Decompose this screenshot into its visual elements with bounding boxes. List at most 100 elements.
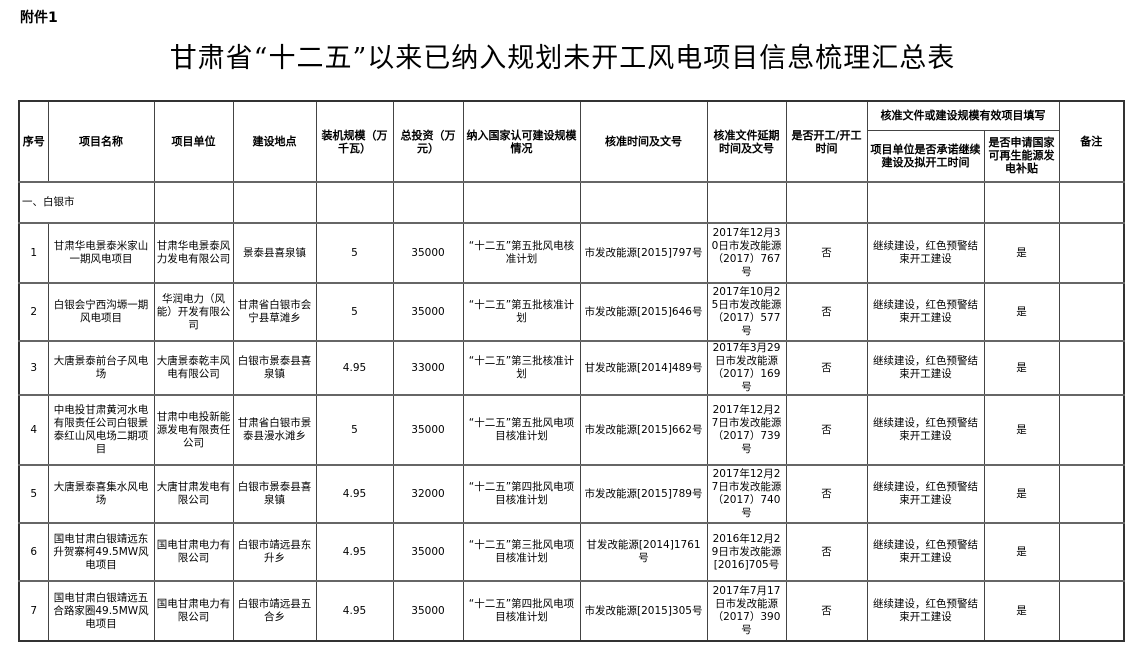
cell-extension: 2017年12月27日市发改能源（2017）739号 <box>706 394 787 466</box>
cell-scale: “十二五”第五批核准计划 <box>462 282 581 342</box>
cell-unit: 甘肃华电景泰风力发电有限公司 <box>153 222 234 284</box>
cell-remark <box>1058 464 1125 524</box>
cell-name: 大唐景泰前台子风电场 <box>47 340 155 396</box>
header-location: 建设地点 <box>232 100 317 183</box>
cell-seq: 7 <box>18 580 49 642</box>
cell-capacity: 5 <box>315 282 394 342</box>
cell-location: 白银市景泰县喜泉镇 <box>232 464 317 524</box>
section-label: 一、白银市 <box>18 181 155 224</box>
cell-capacity: 4.95 <box>315 580 394 642</box>
cell-scale: “十二五”第三批风电项目核准计划 <box>462 522 581 582</box>
cell-location: 白银市靖远县五合乡 <box>232 580 317 642</box>
cell-subsidy: 是 <box>983 394 1060 466</box>
cell-approval: 市发改能源[2015]797号 <box>579 222 708 284</box>
cell-extension: 2017年10月25日市发改能源（2017）577号 <box>706 282 787 342</box>
header-unit: 项目单位 <box>153 100 234 183</box>
cell-unit: 甘肃中电投新能源发电有限责任公司 <box>153 394 234 466</box>
cell-approval: 市发改能源[2015]789号 <box>579 464 708 524</box>
cell-investment: 35000 <box>392 394 464 466</box>
cell-location: 景泰县喜泉镇 <box>232 222 317 284</box>
cell-commit: 继续建设，红色预警结束开工建设 <box>866 580 985 642</box>
cell-started: 否 <box>785 282 868 342</box>
cell-started: 否 <box>785 580 868 642</box>
cell-remark <box>1058 394 1125 466</box>
header-remark: 备注 <box>1058 100 1125 183</box>
table-row: 6 国电甘肃白银靖远东升贺寨柯49.5MW风电项目 国电甘肃电力有限公司 白银市靖远县… <box>18 522 1125 582</box>
cell-commit: 继续建设，红色预警结束开工建设 <box>866 282 985 342</box>
page-title: 甘肃省“十二五”以来已纳入规划未开工风电项目信息梳理汇总表 <box>169 43 956 74</box>
cell-subsidy: 是 <box>983 522 1060 582</box>
cell-scale: “十二五”第四批风电项目核准计划 <box>462 464 581 524</box>
cell-location: 甘肃省白银市景泰县漫水滩乡 <box>232 394 317 466</box>
cell-location: 白银市靖远县东升乡 <box>232 522 317 582</box>
cell-seq: 3 <box>18 340 49 396</box>
table-row: 1 甘肃华电景泰米家山一期风电项目 甘肃华电景泰风力发电有限公司 景泰县喜泉镇 5 350… <box>18 222 1125 284</box>
attachment-label: 附件1 <box>20 10 58 26</box>
cell-extension: 2017年12月27日市发改能源（2017）740号 <box>706 464 787 524</box>
cell-capacity: 5 <box>315 222 394 284</box>
cell-name: 大唐景泰喜集水风电场 <box>47 464 155 524</box>
project-table: 序号 项目名称 项目单位 建设地点 装机规模（万千瓦） 总投资（万元） 纳入国家… <box>18 100 1125 642</box>
cell-investment: 35000 <box>392 580 464 642</box>
cell-remark <box>1058 580 1125 642</box>
header-approval: 核准时间及文号 <box>579 100 708 183</box>
cell-investment: 33000 <box>392 340 464 396</box>
cell-unit: 华润电力（风能）开发有限公司 <box>153 282 234 342</box>
cell-scale: “十二五”第四批风电项目核准计划 <box>462 580 581 642</box>
cell-commit: 继续建设，红色预警结束开工建设 <box>866 464 985 524</box>
cell-name: 白银会宁西沟塬一期风电项目 <box>47 282 155 342</box>
cell-seq: 5 <box>18 464 49 524</box>
header-started: 是否开工/开工时间 <box>785 100 868 183</box>
cell-unit: 大唐景泰乾丰风电有限公司 <box>153 340 234 396</box>
header-investment: 总投资（万元） <box>392 100 464 183</box>
table-row: 3 大唐景泰前台子风电场 大唐景泰乾丰风电有限公司 白银市景泰县喜泉镇 4.95 3300… <box>18 340 1125 396</box>
cell-approval: 市发改能源[2015]305号 <box>579 580 708 642</box>
cell-capacity: 4.95 <box>315 522 394 582</box>
cell-seq: 2 <box>18 282 49 342</box>
cell-started: 否 <box>785 340 868 396</box>
table-row: 5 大唐景泰喜集水风电场 大唐甘肃发电有限公司 白银市景泰县喜泉镇 4.95 32000 “… <box>18 464 1125 524</box>
cell-name: 甘肃华电景泰米家山一期风电项目 <box>47 222 155 284</box>
cell-name: 国电甘肃白银靖远五合路家圈49.5MW风电项目 <box>47 580 155 642</box>
header-scale: 纳入国家认可建设规模情况 <box>462 100 581 183</box>
cell-extension: 2016年12月29日市发改能源[2016]705号 <box>706 522 787 582</box>
header-extension: 核准文件延期时间及文号 <box>706 100 787 183</box>
header-capacity: 装机规模（万千瓦） <box>315 100 394 183</box>
header-commit: 项目单位是否承诺继续建设及拟开工时间 <box>866 129 985 183</box>
header-seq: 序号 <box>18 100 49 183</box>
cell-commit: 继续建设，红色预警结束开工建设 <box>866 394 985 466</box>
cell-started: 否 <box>785 222 868 284</box>
cell-name: 中电投甘肃黄河水电有限责任公司白银景泰红山风电场二期项目 <box>47 394 155 466</box>
cell-capacity: 4.95 <box>315 340 394 396</box>
cell-approval: 市发改能源[2015]662号 <box>579 394 708 466</box>
table-row: 2 白银会宁西沟塬一期风电项目 华润电力（风能）开发有限公司 甘肃省白银市会宁县草滩乡… <box>18 282 1125 342</box>
cell-unit: 国电甘肃电力有限公司 <box>153 580 234 642</box>
cell-subsidy: 是 <box>983 464 1060 524</box>
cell-investment: 32000 <box>392 464 464 524</box>
cell-scale: “十二五”第五批风电项目核准计划 <box>462 394 581 466</box>
cell-investment: 35000 <box>392 222 464 284</box>
cell-name: 国电甘肃白银靖远东升贺寨柯49.5MW风电项目 <box>47 522 155 582</box>
cell-scale: “十二五”第三批核准计划 <box>462 340 581 396</box>
cell-remark <box>1058 522 1125 582</box>
table-row: 4 中电投甘肃黄河水电有限责任公司白银景泰红山风电场二期项目 甘肃中电投新能源发电有… <box>18 394 1125 466</box>
cell-seq: 4 <box>18 394 49 466</box>
cell-commit: 继续建设，红色预警结束开工建设 <box>866 340 985 396</box>
cell-subsidy: 是 <box>983 222 1060 284</box>
cell-capacity: 5 <box>315 394 394 466</box>
header-group: 核准文件或建设规模有效项目填写 <box>866 100 1060 131</box>
cell-capacity: 4.95 <box>315 464 394 524</box>
cell-seq: 1 <box>18 222 49 284</box>
header-subsidy: 是否申请国家可再生能源发电补贴 <box>983 129 1060 183</box>
cell-unit: 大唐甘肃发电有限公司 <box>153 464 234 524</box>
cell-started: 否 <box>785 394 868 466</box>
cell-investment: 35000 <box>392 522 464 582</box>
cell-remark <box>1058 282 1125 342</box>
cell-subsidy: 是 <box>983 282 1060 342</box>
section-row: 一、白银市 <box>18 181 1125 224</box>
cell-unit: 国电甘肃电力有限公司 <box>153 522 234 582</box>
table-row: 7 国电甘肃白银靖远五合路家圈49.5MW风电项目 国电甘肃电力有限公司 白银市靖远县… <box>18 580 1125 642</box>
cell-subsidy: 是 <box>983 580 1060 642</box>
cell-scale: “十二五”第五批风电核准计划 <box>462 222 581 284</box>
header-name: 项目名称 <box>47 100 155 183</box>
